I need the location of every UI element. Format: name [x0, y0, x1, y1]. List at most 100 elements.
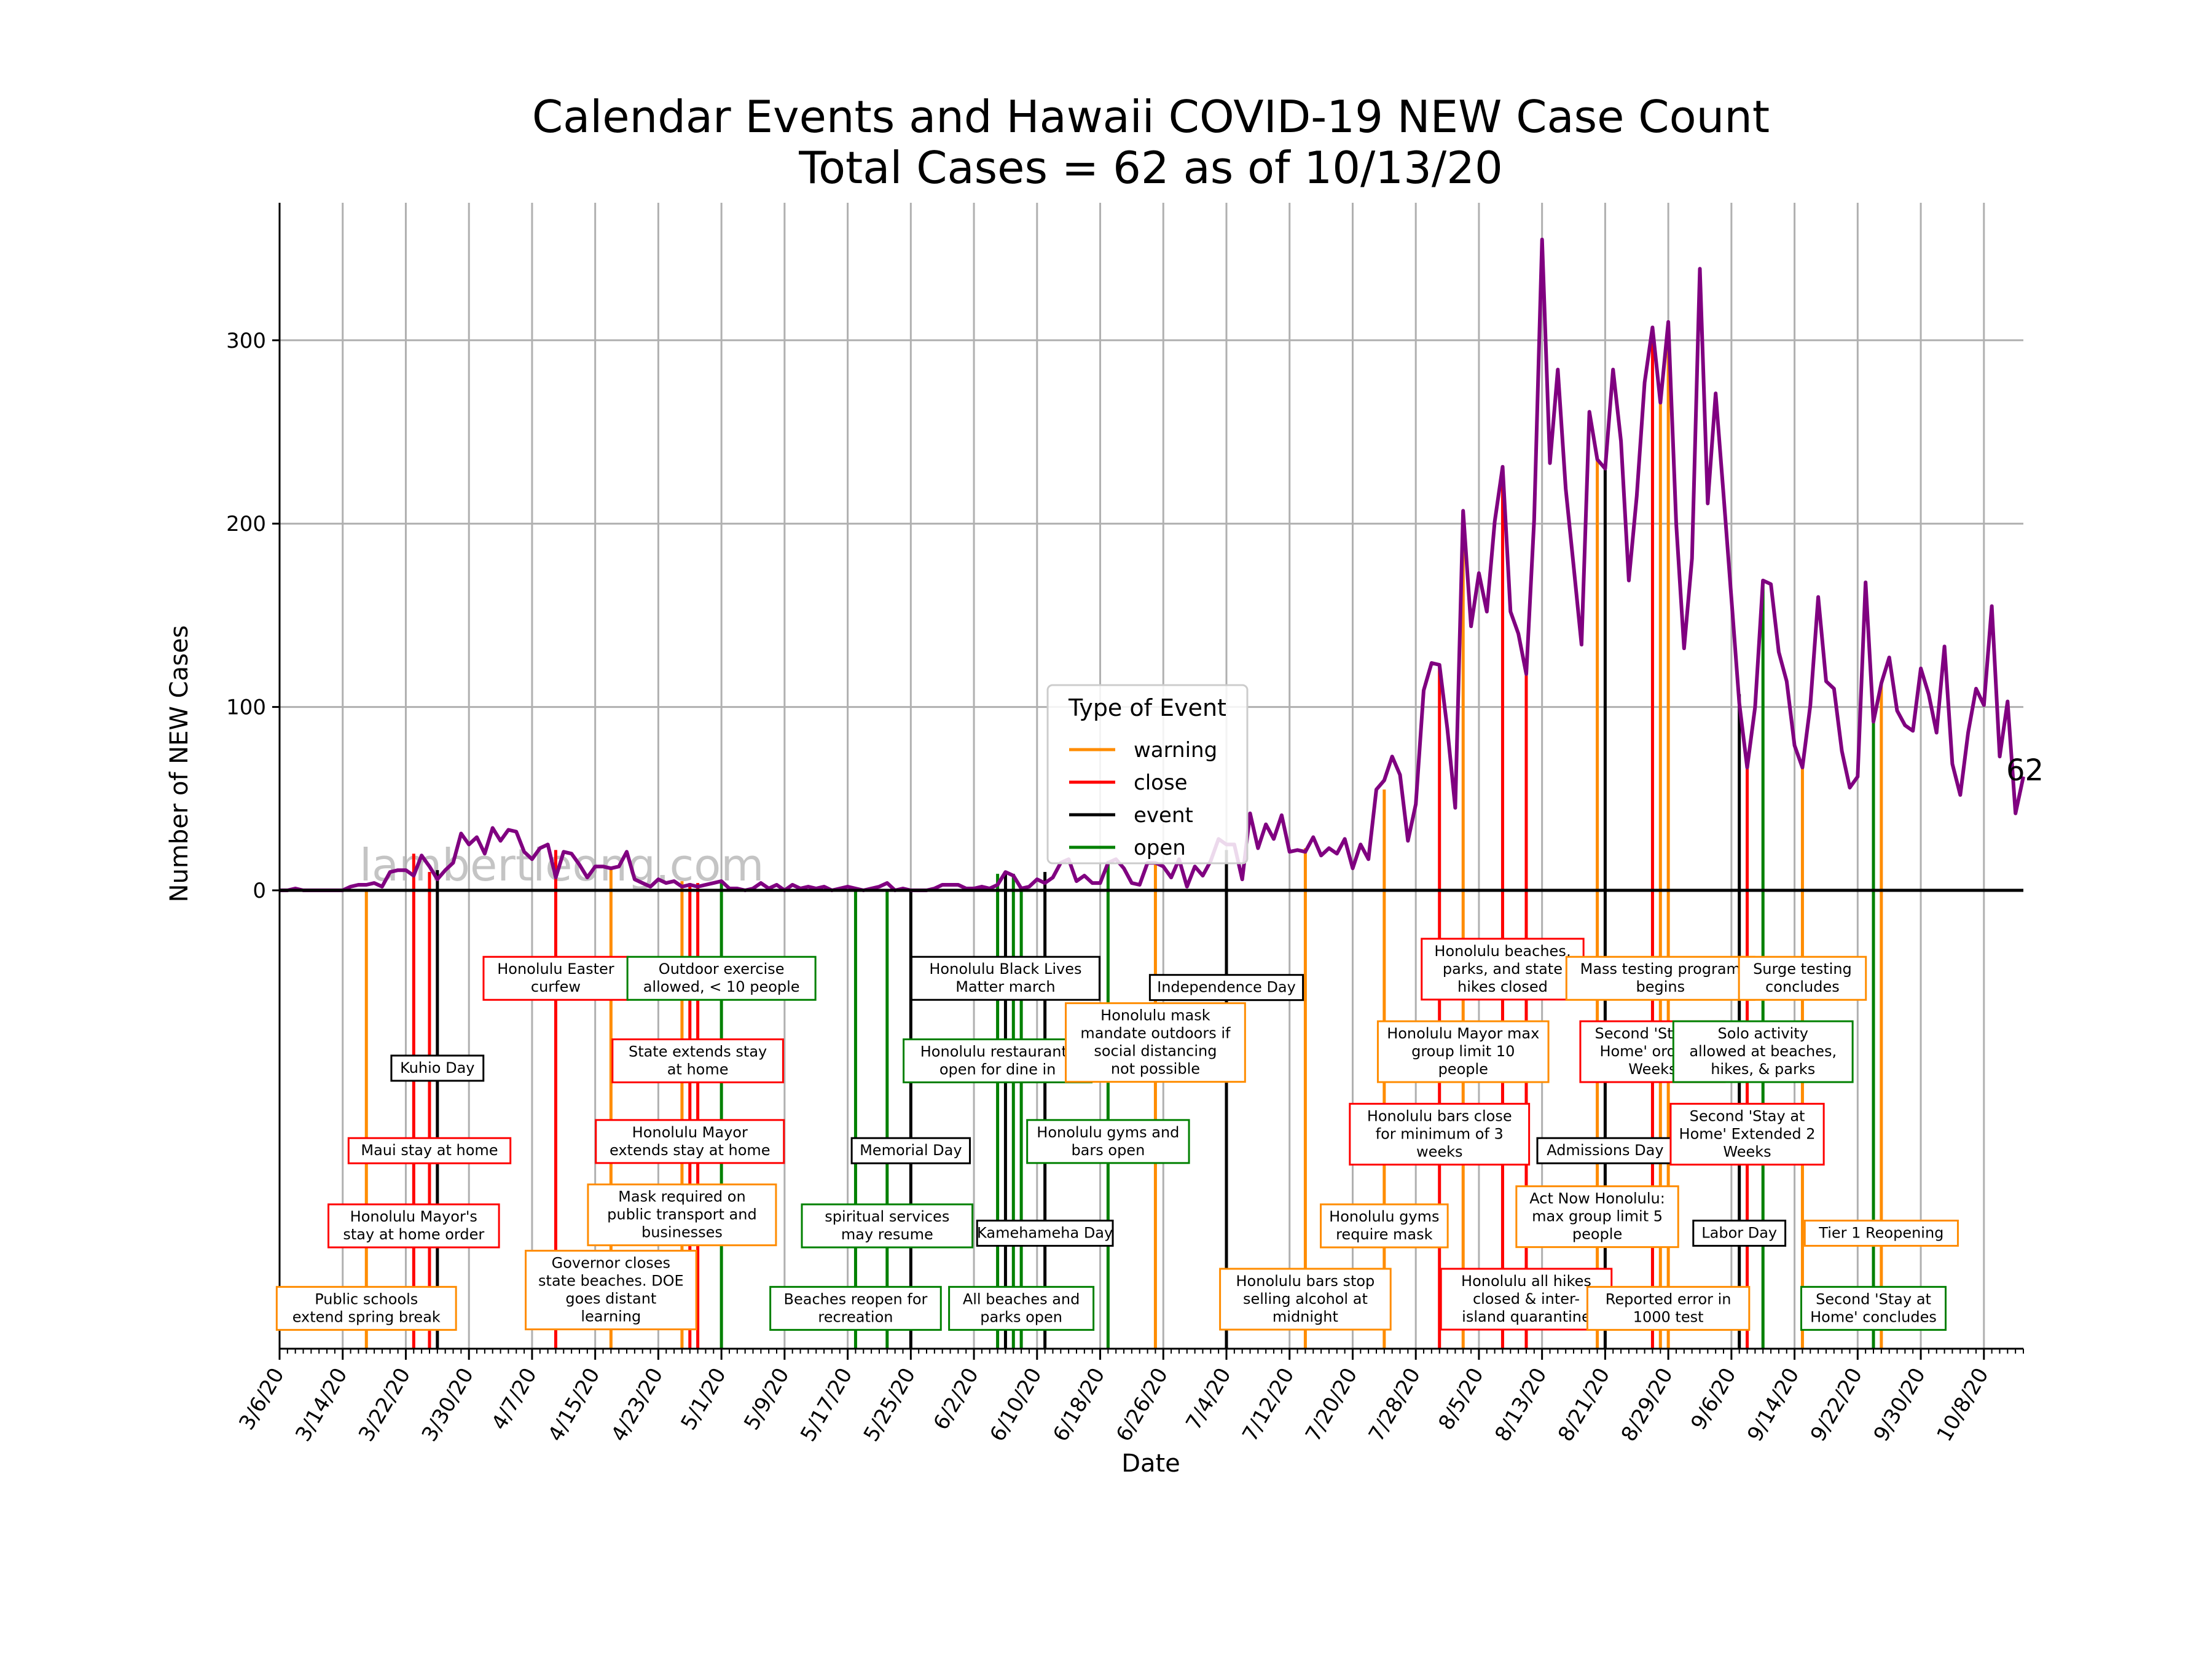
event-annotation-box: [1440, 1268, 1613, 1331]
event-annotation-text: Honolulu all hikes closed & inter-island …: [1461, 1273, 1591, 1325]
event-annotation-line: 1000 test: [1633, 1308, 1704, 1325]
event-annotation: Honolulu all hikes closed & inter-island …: [1440, 1268, 1613, 1331]
data-point: [1163, 866, 1164, 867]
data-point: [713, 882, 714, 884]
event-annotation: Honolulu beaches, parks, and state hikes c…: [1421, 938, 1585, 1001]
event-annotation-line: not possible: [1111, 1061, 1200, 1078]
event-annotation-box: [1026, 1119, 1190, 1164]
event-annotation-box: [275, 1285, 457, 1331]
data-point: [1967, 732, 1969, 733]
data-point: [539, 847, 541, 849]
event-annotation-text: Honolulu restaurants open for dine in: [920, 1043, 1075, 1078]
data-point: [800, 888, 801, 889]
event-annotation-line: people: [1438, 1061, 1488, 1078]
event-annotation-line: Outdoor exercise: [659, 960, 785, 978]
event-annotation-line: Kamehameha Day: [977, 1225, 1113, 1242]
event-annotation-text: Honolulu bars stop selling alcohol at midn…: [1236, 1273, 1375, 1325]
data-point: [1999, 756, 2000, 757]
y-tick-label: 100: [226, 696, 266, 720]
event-annotation-line: Maui stay at home: [361, 1142, 498, 1159]
event-annotation-text: Second 'Stay at Home' Extended 2 Weeks: [1679, 1107, 1816, 1160]
event-annotation-box: [976, 1220, 1114, 1247]
event-annotation-line: Mass testing program: [1580, 960, 1741, 978]
event-annotation-line: Honolulu beaches,: [1434, 943, 1571, 960]
event-annotation-box: [910, 955, 1100, 1001]
data-point: [642, 882, 643, 884]
event-annotation: Solo activity allowed at beaches, hikes, &…: [1672, 1020, 1854, 1083]
event-annotation-line: midnight: [1273, 1308, 1338, 1325]
event-annotation-line: Honolulu bars stop: [1236, 1273, 1375, 1290]
legend: Type of Event warning close event open: [1046, 684, 1249, 865]
event-annotation: Honolulu Mayor max group limit 10 people: [1376, 1020, 1550, 1083]
data-point: [965, 888, 967, 889]
event-annotation: Governor closes state beaches. DOE goes di…: [525, 1250, 697, 1331]
event-annotation-line: open for dine in: [939, 1061, 1056, 1078]
data-point: [1328, 847, 1330, 849]
data-point: [1194, 866, 1196, 867]
event-annotation-text: Honolulu gyms require mask: [1329, 1208, 1439, 1243]
event-annotation-line: Tier 1 Reopening: [1818, 1225, 1943, 1242]
event-annotation-line: Solo activity: [1718, 1025, 1808, 1042]
event-annotation-box: [1672, 1020, 1854, 1083]
event-annotation-text: Honolulu beaches, parks, and state hikes c…: [1434, 943, 1571, 995]
event-annotation-box: [1421, 938, 1585, 1001]
event-annotation-line: begins: [1636, 978, 1685, 995]
data-point: [657, 879, 659, 880]
event-annotation-box: [626, 955, 817, 1001]
data-point: [1944, 646, 1945, 647]
event-annotation-line: allowed at beaches,: [1689, 1043, 1837, 1060]
data-point: [1959, 794, 1961, 796]
event-annotation-text: Honolulu Mayor's stay at home order: [343, 1208, 484, 1243]
event-annotation-line: Weeks: [1628, 1061, 1676, 1078]
event-annotation-text: Mass testing program begins: [1580, 960, 1741, 995]
event-annotation-line: extend spring break: [292, 1308, 441, 1325]
event-annotation-line: Honolulu Mayor's: [350, 1208, 477, 1225]
data-point: [484, 853, 485, 854]
event-annotation: State extends stay at home: [611, 1038, 784, 1084]
event-annotation: Independence Day: [1148, 974, 1304, 1002]
event-annotation-line: Admissions Day: [1547, 1142, 1663, 1159]
event-annotation-box: [769, 1285, 942, 1331]
data-point: [1360, 844, 1361, 845]
event-annotation-line: Honolulu Easter: [497, 960, 614, 978]
event-annotation-text: Public schools extend spring break: [292, 1290, 441, 1325]
last-value-label: 62: [2006, 753, 2044, 788]
event-annotation: Kuhio Day: [390, 1054, 485, 1082]
event-annotation: Reported error in 1000 test: [1586, 1285, 1751, 1331]
event-annotation-line: Mask required on: [618, 1188, 746, 1206]
y-tick-label: 0: [253, 879, 266, 903]
data-point: [2007, 701, 2008, 702]
event-annotation-box: [482, 955, 629, 1001]
event-annotation-line: Matter march: [955, 978, 1055, 995]
data-point: [1849, 787, 1850, 788]
event-annotation-line: hikes, & parks: [1711, 1061, 1815, 1078]
event-annotation: Admissions Day: [1536, 1137, 1674, 1164]
data-point: [1644, 382, 1645, 383]
data-point: [1731, 598, 1732, 599]
event-annotation-text: spiritual services may resume: [825, 1208, 949, 1243]
event-annotation-line: weeks: [1416, 1143, 1463, 1160]
data-point: [1612, 369, 1614, 370]
event-annotation-box: [1692, 1220, 1787, 1247]
event-annotation-line: Honolulu Mayor: [632, 1124, 748, 1141]
event-annotation: Second 'Stay at Home' concludes: [1800, 1285, 1947, 1331]
event-annotation: Act Now Honolulu: max group limit 5 people: [1515, 1185, 1679, 1249]
event-annotation-line: for minimum of 3: [1376, 1125, 1504, 1142]
data-point: [989, 888, 990, 889]
event-annotation-line: at home: [667, 1061, 729, 1078]
event-annotation-line: mandate outdoors if: [1080, 1025, 1231, 1042]
data-point: [1873, 721, 1874, 722]
event-annotation-line: allowed, < 10 people: [643, 978, 800, 995]
data-point: [547, 844, 549, 845]
data-point: [1502, 466, 1503, 468]
event-annotation-text: Governor closes state beaches. DOE goes di…: [538, 1255, 684, 1325]
data-point: [1936, 732, 1937, 733]
data-point: [839, 888, 841, 889]
event-annotation-box: [1586, 1285, 1751, 1331]
data-point: [1628, 580, 1630, 581]
event-annotation-line: bars open: [1071, 1142, 1145, 1159]
event-annotation-text: Solo activity allowed at beaches, hikes, &…: [1689, 1025, 1837, 1078]
event-annotation-line: extends stay at home: [610, 1142, 771, 1159]
event-annotation-line: All beaches and: [963, 1290, 1080, 1308]
event-annotation-text: Honolulu Mayor extends stay at home: [610, 1124, 771, 1159]
